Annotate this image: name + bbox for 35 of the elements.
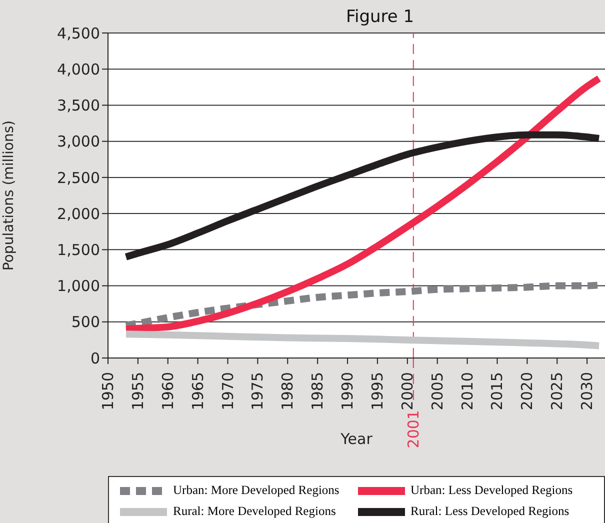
x-axis-title: Year: [340, 430, 374, 448]
y-tick-label: 4,500: [57, 24, 100, 42]
x-tick-label: 1975: [248, 372, 267, 410]
x-tick-label: 2015: [488, 372, 506, 410]
y-tick-label: 4,000: [57, 60, 100, 78]
legend-label: Urban: Less Developed Regions: [410, 483, 573, 498]
legend-label: Rural: More Developed Regions: [173, 504, 336, 519]
y-axis-title: Populations (millions): [0, 120, 17, 271]
y-tick-label: 3,500: [57, 96, 100, 115]
y-tick-label: 1,000: [57, 277, 100, 296]
legend-label: Urban: More Developed Regions: [173, 483, 340, 498]
x-tick-label: 2025: [548, 372, 566, 410]
x-tick-label: 1995: [368, 372, 386, 410]
x-tick-label: 2020: [518, 372, 536, 410]
y-tick-label: 500: [71, 313, 100, 332]
x-tick-label: 1960: [158, 372, 177, 410]
x-tick-label: 1990: [338, 372, 357, 410]
x-tick-label: 2005: [428, 372, 446, 410]
x-tick-label: 1985: [308, 372, 327, 410]
y-tick-label: 2,500: [57, 168, 100, 187]
x-tick-label: 2010: [458, 372, 476, 410]
chart-title: Figure 1: [346, 7, 414, 27]
y-tick-label: 1,500: [57, 240, 100, 259]
legend-label: Rural: Less Developed Regions: [410, 504, 570, 519]
x-tick-label: 1970: [218, 372, 237, 410]
y-tick-label: 2,000: [57, 204, 100, 223]
ref-line-label: 2001: [404, 410, 422, 448]
y-tick-label: 0: [90, 349, 100, 368]
x-tick-label: 1955: [128, 372, 147, 410]
x-tick-label: 1965: [188, 372, 207, 410]
x-tick-label: 1980: [278, 372, 297, 410]
y-tick-label: 3,000: [57, 132, 100, 151]
x-tick-label: 2000: [398, 372, 416, 410]
x-tick-label: 1950: [99, 372, 117, 410]
x-tick-label: 2030: [578, 372, 596, 410]
